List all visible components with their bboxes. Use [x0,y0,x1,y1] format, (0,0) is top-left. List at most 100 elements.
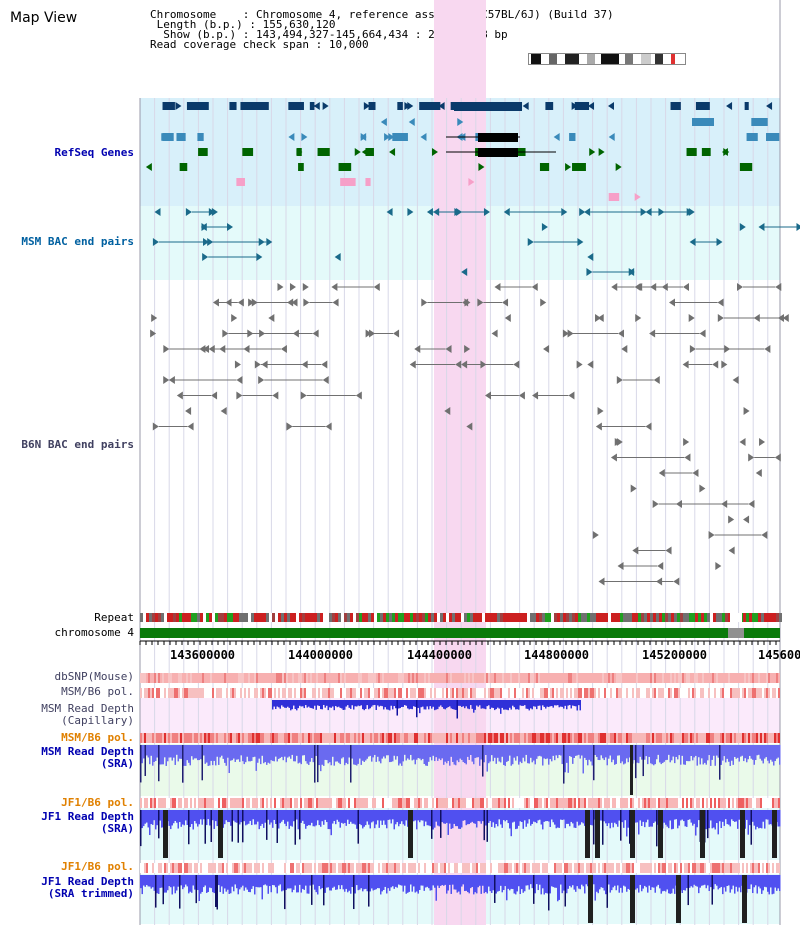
msm-bac-end[interactable] [586,268,593,276]
jf1-depth-sra-label-1[interactable]: JF1 Read Depth [41,810,134,823]
b6n-bac-end[interactable] [152,422,159,431]
b6n-bac-end[interactable] [502,298,509,307]
b6n-bac-end[interactable] [652,500,659,508]
refseq-gene-arrow[interactable] [565,163,572,171]
msm-bac-end[interactable] [226,223,233,231]
msm-bac-end[interactable] [461,268,468,276]
b6n-bac-end[interactable] [598,577,605,586]
b6n-bac-end[interactable] [151,314,158,322]
msm-bac-end[interactable] [640,208,647,216]
b6n-bac-end[interactable] [301,360,308,369]
b6n-bac-end[interactable] [676,500,683,508]
jf1-depth-trim-label-1[interactable]: JF1 Read Depth [41,875,134,888]
b6n-bac-end[interactable] [616,376,623,384]
refseq-gene-arrow[interactable] [288,102,295,110]
msm-bac-end[interactable] [688,208,695,216]
b6n-bac-end[interactable] [728,546,735,555]
refseq-gene-arrow[interactable] [389,148,396,156]
msm-bac-end[interactable] [207,238,214,246]
b6n-bac-end[interactable] [286,422,293,431]
msm-bac-end[interactable] [628,268,635,276]
b6n-bac-end[interactable] [764,345,771,353]
refseq-gene-arrow[interactable] [380,118,387,126]
b6n-bac-end[interactable] [321,360,328,369]
b6n-bac-end[interactable] [665,546,672,555]
b6n-bac-end[interactable] [724,345,731,353]
refseq-gene-arrow[interactable] [404,102,411,110]
b6n-bac-end[interactable] [365,329,372,338]
b6n-bac-end[interactable] [480,360,487,369]
b6n-bac-end[interactable] [597,407,604,415]
b6n-bac-end[interactable] [421,298,428,307]
b6n-bac-end[interactable] [287,298,294,307]
b6n-bac-end[interactable] [163,345,170,353]
refseq-gene-arrow[interactable] [288,133,295,141]
b6n-bac-end[interactable] [658,469,665,477]
b6n-bac-end[interactable] [708,531,715,539]
b6n-bac-end[interactable] [466,422,473,431]
b6n-bac-end[interactable] [649,329,656,338]
b6n-bac-end[interactable] [715,562,722,570]
b6n-bac-end[interactable] [477,298,484,307]
msm-bac-end[interactable] [587,253,594,261]
msm-bac-end[interactable] [258,238,265,246]
msm-bac-end[interactable] [200,223,207,231]
refseq-gene-arrow[interactable] [360,133,367,141]
b6n-bac-end[interactable] [513,360,520,369]
b6n-bac-end[interactable] [291,298,298,307]
b6n-bac-end[interactable] [222,329,229,338]
b6n-bac-end[interactable] [688,314,695,322]
refseq-gene-arrow[interactable] [457,118,464,126]
b6n-bac-end[interactable] [461,360,468,369]
b6n-bac-end[interactable] [494,283,501,291]
b6n-bac-end[interactable] [464,345,471,353]
b6n-bac-end[interactable] [272,391,279,400]
msm-bac-end[interactable] [739,223,746,231]
refseq-gene-arrow[interactable] [608,102,615,110]
b6n-bac-end[interactable] [568,391,575,400]
b6n-bac-end[interactable] [369,329,376,338]
dbsnp-label[interactable]: dbSNP(Mouse) [54,670,134,683]
msm-bac-end[interactable] [256,253,263,261]
b6n-bac-end[interactable] [748,453,755,462]
b6n-bac-end[interactable] [464,298,471,307]
b6n-bac-end[interactable] [774,453,781,462]
refseq-gene-arrow[interactable] [726,102,733,110]
msm-depth-sra-label-1[interactable]: MSM Read Depth [41,745,134,758]
msm-bac-end[interactable] [211,208,218,216]
b6n-bac-end[interactable] [355,391,362,400]
msm-bac-end[interactable] [561,208,568,216]
b6n-bac-end[interactable] [185,407,192,415]
refseq-gene-arrow[interactable] [431,148,438,156]
b6n-bac-end[interactable] [682,360,689,369]
b6n-bac-end[interactable] [504,314,511,322]
b6n-bac-end[interactable] [732,376,739,384]
b6n-bac-end[interactable] [699,484,706,493]
b6n-bac-end[interactable] [303,298,310,307]
refseq-gene-arrow[interactable] [766,102,773,110]
msm-bac-end[interactable] [527,238,534,246]
b6n-bac-end[interactable] [414,345,421,353]
msm-b6-pol-label-1[interactable]: MSM/B6 pol. [61,685,134,698]
b6n-bac-end[interactable] [728,515,735,524]
refseq-gene-arrow[interactable] [420,133,427,141]
b6n-bac-end[interactable] [617,329,624,338]
b6n-bac-end[interactable] [331,283,338,291]
b6n-bac-end[interactable] [614,438,621,446]
b6n-bac-end[interactable] [211,391,218,400]
msm-bac-end[interactable] [386,208,393,216]
b6n-bac-end[interactable] [300,391,307,400]
refseq-gene-arrow[interactable] [589,148,596,156]
b6n-bac-end[interactable] [592,531,599,539]
b6n-bac-end[interactable] [444,407,451,415]
msm-bac-end[interactable] [577,238,584,246]
b6n-bac-end[interactable] [187,422,194,431]
b6n-bac-end[interactable] [739,438,746,446]
b6n-bac-end[interactable] [322,376,329,384]
b6n-bac-end[interactable] [234,360,241,369]
refseq-gene-arrow[interactable] [301,133,308,141]
b6n-bac-end[interactable] [632,546,639,555]
b6n-bac-end[interactable] [150,329,157,338]
msm-bac-end[interactable] [266,238,273,246]
b6n-bac-end[interactable] [635,314,642,322]
